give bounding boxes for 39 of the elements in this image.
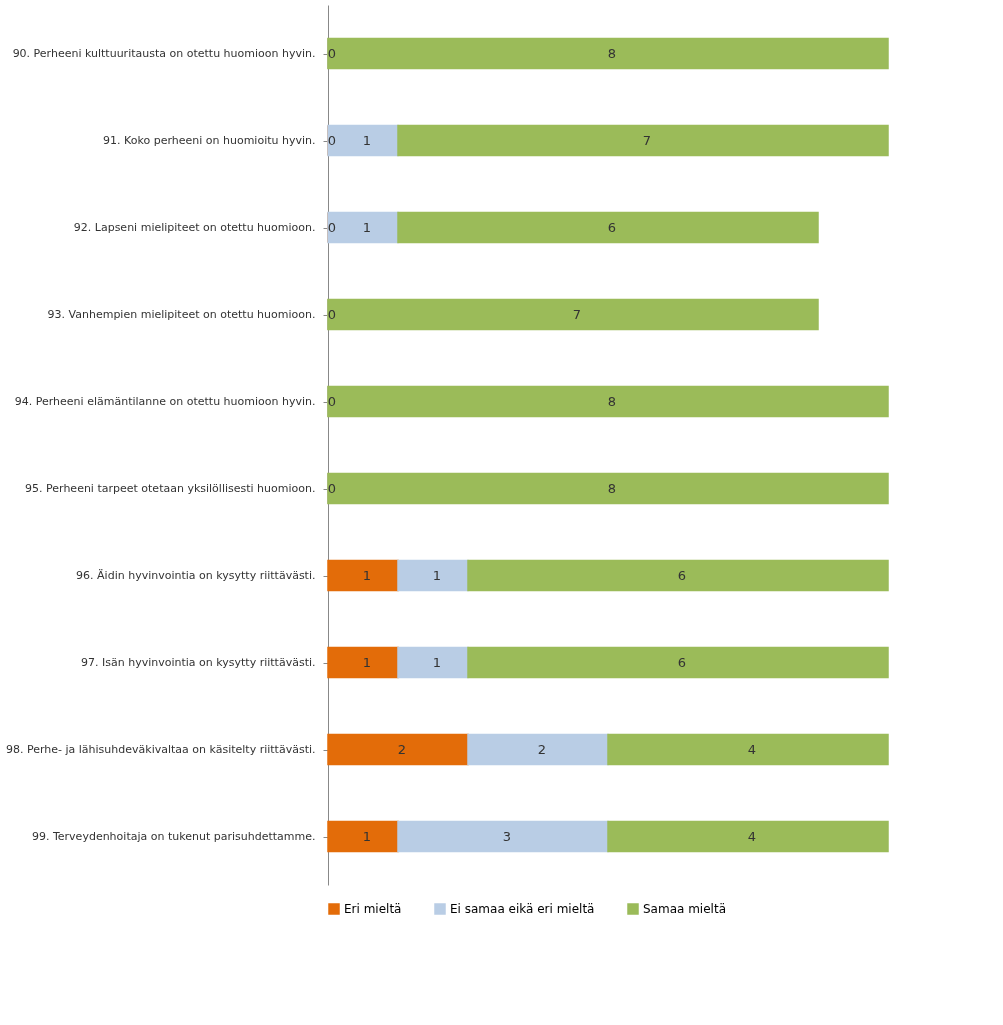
- data-label: 0: [327, 393, 337, 409]
- legend-label: Eri mieltä: [344, 902, 402, 916]
- y-tick-label: 93. Vanhempien mielipiteet on otettu huomioon.: [47, 308, 316, 321]
- data-label: 1: [362, 219, 372, 235]
- data-label: 0: [327, 45, 337, 61]
- data-label: 6: [677, 654, 687, 670]
- y-tick-label: 94. Perheeni elämäntilanne on otettu huomioon hyvin.: [14, 395, 316, 408]
- data-label: 8: [607, 45, 617, 61]
- data-label: 2: [537, 741, 547, 757]
- data-label: 0: [327, 219, 337, 235]
- data-label: 1: [432, 654, 442, 670]
- data-label: 0: [327, 480, 337, 496]
- data-label: 8: [607, 480, 617, 496]
- data-label: 1: [362, 567, 372, 583]
- data-label: 0: [327, 306, 337, 322]
- y-tick-label: 99. Terveydenhoitaja on tukenut parisuhdettamme.: [31, 830, 316, 843]
- data-label: 7: [572, 306, 582, 322]
- y-tick-label: 91. Koko perheeni on huomioitu hyvin.: [103, 134, 316, 147]
- data-label: 1: [362, 132, 372, 148]
- y-tick-label: 95. Perheeni tarpeet otetaan yksilöllisesti huomioon.: [25, 482, 316, 495]
- y-tick-label: 96. Äidin hyvinvointia on kysytty riittävästi.: [76, 569, 316, 582]
- data-label: 2: [397, 741, 407, 757]
- y-tick-label: 98. Perhe- ja lähisuhdeväkivaltaa on käsitelty riittävästi.: [5, 743, 316, 756]
- data-label: 3: [502, 828, 512, 844]
- data-label: 1: [432, 567, 442, 583]
- data-label: 4: [747, 828, 757, 844]
- data-label: 7: [642, 132, 652, 148]
- legend-label: Samaa mieltä: [643, 902, 726, 916]
- data-label: 8: [607, 393, 617, 409]
- data-label: 1: [362, 828, 372, 844]
- y-tick-label: 90. Perheeni kulttuuritausta on otettu huomioon hyvin.: [12, 47, 316, 60]
- y-tick-label: 97. Isän hyvinvointia on kysytty riittävästi.: [81, 656, 316, 669]
- legend-label: Ei samaa eikä eri mieltä: [450, 902, 595, 916]
- data-label: 4: [747, 741, 757, 757]
- data-label: 0: [327, 132, 337, 148]
- data-label: 6: [677, 567, 687, 583]
- data-label: 1: [362, 654, 372, 670]
- y-tick-label: 92. Lapseni mielipiteet on otettu huomioon.: [73, 221, 316, 234]
- data-label: 6: [607, 219, 617, 235]
